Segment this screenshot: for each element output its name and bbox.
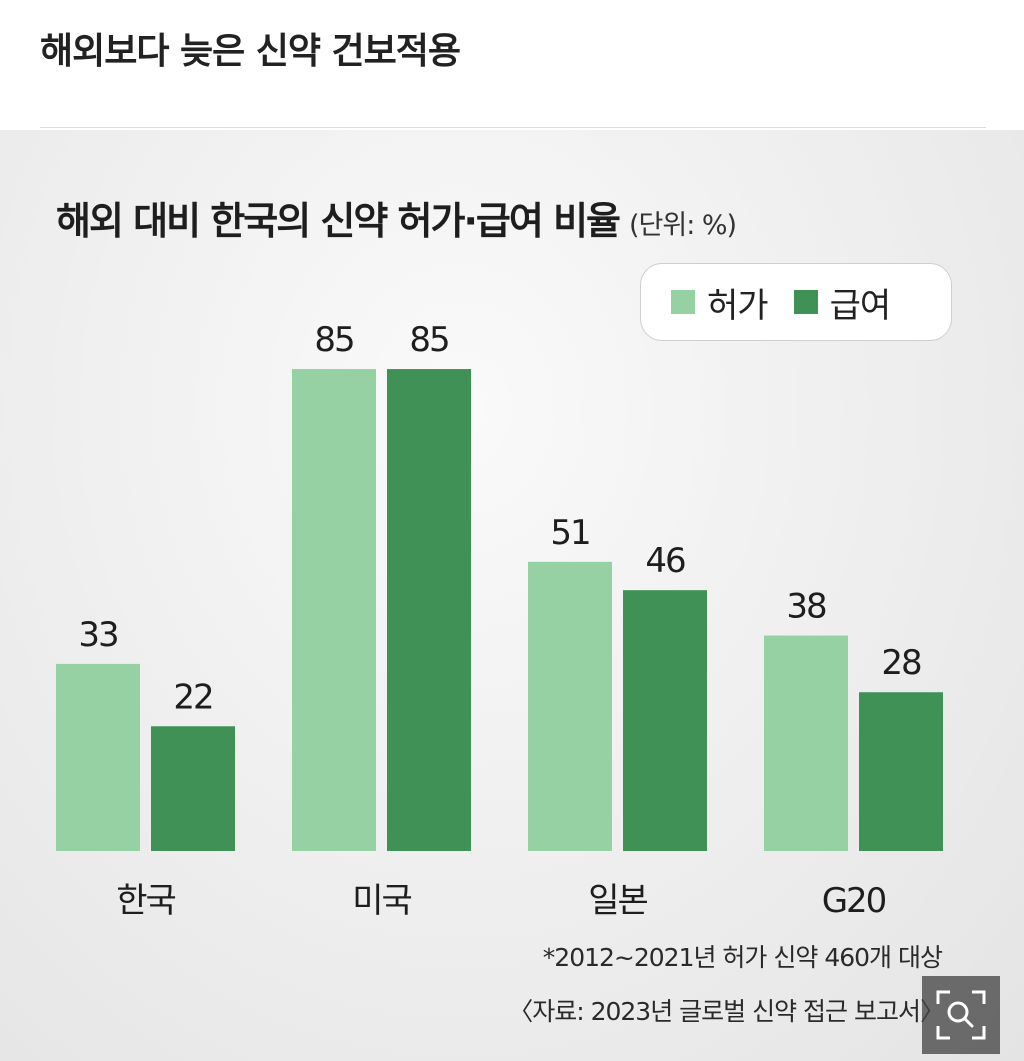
legend-item-coverage: 급여	[793, 278, 892, 327]
data-label-usa-coverage: 85	[409, 320, 448, 360]
chart-source: 〈자료: 2023년 글로벌 신약 접근 보고서〉	[508, 997, 945, 1026]
data-label-korea-coverage: 22	[173, 677, 212, 717]
category-label-g20: G20	[822, 881, 886, 921]
legend-label-approval: 허가	[707, 285, 769, 326]
bar-japan-approval	[528, 561, 612, 851]
category-label-japan: 일본	[588, 881, 647, 921]
category-label-korea: 한국	[116, 881, 175, 921]
chart-panel: 해외 대비 한국의 신약 허가·급여 비율 (단위: %) 허가 급여 33 22 한…	[0, 130, 1024, 1061]
bar-g20-coverage	[859, 692, 943, 851]
legend-item-approval: 허가	[671, 278, 769, 327]
legend-swatch-coverage	[793, 290, 818, 314]
legend-label-coverage: 급여	[829, 285, 892, 326]
data-label-japan-approval: 51	[550, 513, 589, 553]
bar-usa-approval	[292, 369, 376, 851]
zoom-button[interactable]	[922, 976, 1000, 1054]
bar-usa-coverage	[387, 369, 471, 851]
zoom-icon	[936, 990, 986, 1040]
legend-swatch-approval	[671, 290, 695, 314]
bar-g20-approval	[764, 635, 848, 851]
category-label-usa: 미국	[352, 881, 411, 921]
bar-korea-coverage	[151, 726, 235, 851]
chart-title-row: 해외 대비 한국의 신약 허가·급여 비율 (단위: %)	[56, 190, 737, 245]
page-title: 해외보다 늦은 신약 건보적용	[40, 31, 461, 72]
data-label-korea-approval: 33	[78, 615, 117, 655]
data-label-usa-approval: 85	[314, 320, 353, 360]
chart-footnote: *2012~2021년 허가 신약 460개 대상	[542, 943, 943, 972]
bar-chart: 33 22 한국 85 85 미국 51 46 일본 38 28 G20	[56, 320, 943, 921]
chart-unit-label: (단위: %)	[629, 210, 737, 241]
chart-legend: 허가 급여	[640, 263, 952, 341]
bar-japan-coverage	[623, 590, 707, 851]
data-label-g20-approval: 38	[786, 587, 826, 627]
chart-title: 해외 대비 한국의 신약 허가·급여 비율	[56, 199, 621, 243]
bar-korea-approval	[56, 663, 140, 851]
data-label-g20-coverage: 28	[881, 643, 921, 683]
divider	[40, 127, 986, 128]
data-label-japan-coverage: 46	[645, 541, 685, 581]
